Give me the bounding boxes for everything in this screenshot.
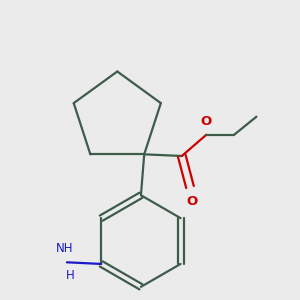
Text: O: O: [201, 115, 212, 128]
Text: O: O: [186, 195, 197, 208]
Text: H: H: [66, 269, 75, 283]
Text: NH: NH: [56, 242, 73, 255]
